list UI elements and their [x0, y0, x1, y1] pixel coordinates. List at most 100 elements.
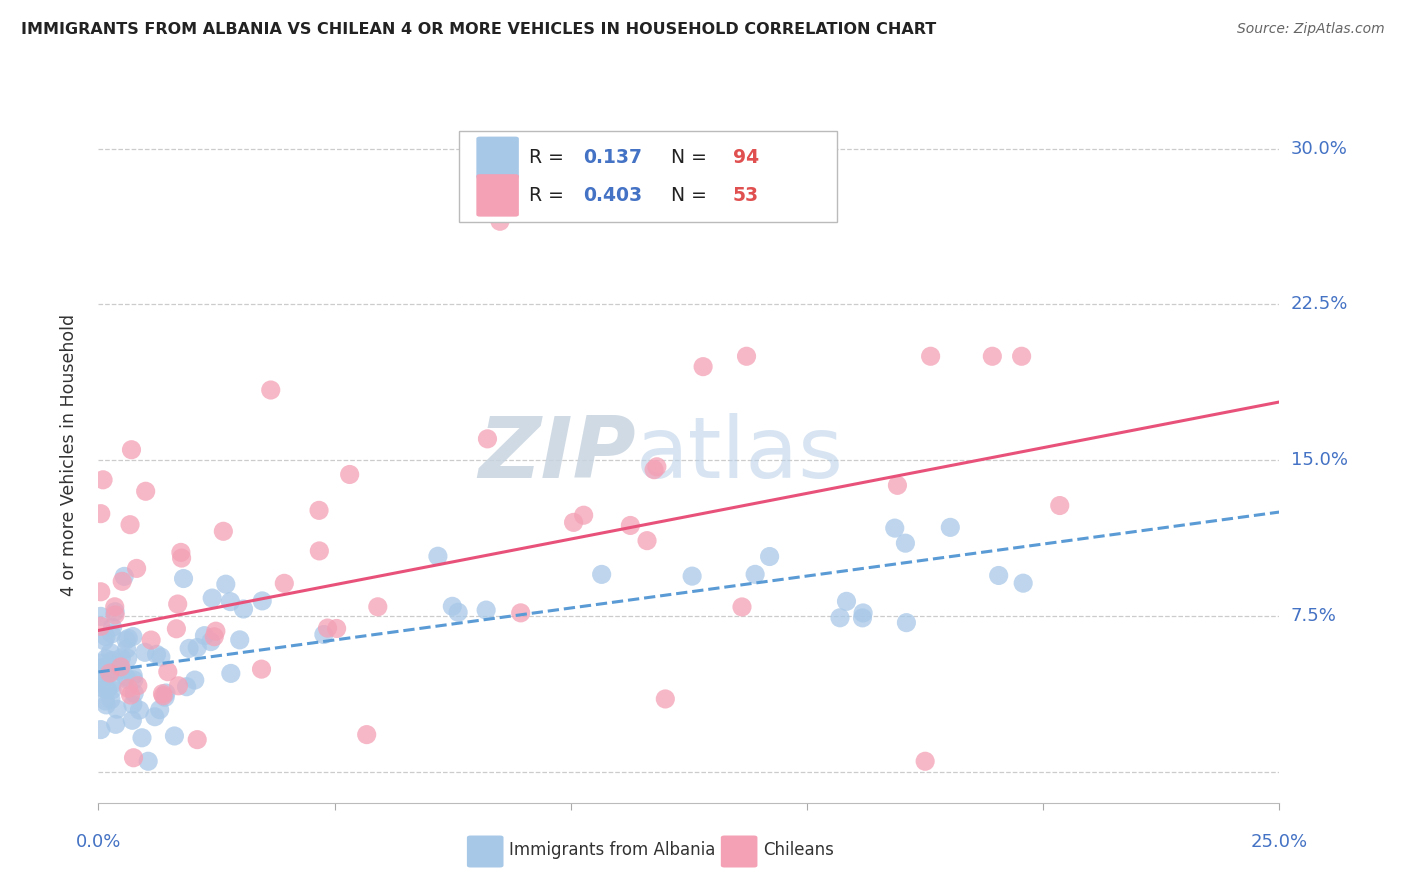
Text: Immigrants from Albania: Immigrants from Albania — [509, 841, 716, 859]
Point — [475, 603, 498, 617]
Point — [128, 703, 150, 717]
Point — [851, 611, 873, 625]
Point — [426, 549, 449, 564]
Point — [105, 702, 128, 716]
FancyBboxPatch shape — [477, 136, 519, 179]
Point — [202, 630, 225, 644]
Text: R =: R = — [530, 186, 571, 205]
Text: 0.403: 0.403 — [582, 186, 641, 205]
Point — [139, 633, 162, 648]
Point — [477, 432, 499, 446]
Point — [90, 681, 112, 695]
Text: Source: ZipAtlas.com: Source: ZipAtlas.com — [1237, 22, 1385, 37]
Point — [91, 667, 114, 681]
Point — [100, 678, 122, 692]
Point — [90, 619, 112, 633]
Text: N =: N = — [659, 186, 713, 205]
Point — [96, 682, 118, 697]
Point — [122, 686, 145, 700]
Point — [170, 545, 193, 559]
Point — [94, 675, 117, 690]
Point — [441, 599, 464, 614]
Point — [90, 672, 112, 686]
Point — [562, 516, 585, 530]
Point — [572, 508, 595, 523]
Point — [117, 681, 139, 696]
Text: Chileans: Chileans — [763, 841, 834, 859]
Point — [167, 679, 190, 693]
Point — [125, 561, 148, 575]
Point — [90, 656, 112, 670]
Text: 30.0%: 30.0% — [1291, 139, 1347, 158]
Text: 25.0%: 25.0% — [1251, 833, 1308, 851]
Point — [987, 568, 1010, 582]
Point — [136, 754, 159, 768]
Point — [101, 620, 124, 634]
Point — [1011, 349, 1033, 363]
Point — [114, 670, 136, 684]
Point — [90, 661, 112, 675]
Point — [692, 359, 714, 374]
Point — [94, 694, 117, 708]
Point — [104, 717, 127, 731]
Point — [90, 584, 112, 599]
Point — [250, 662, 273, 676]
Point — [1012, 576, 1035, 591]
Text: 7.5%: 7.5% — [1291, 607, 1337, 625]
Point — [212, 524, 235, 539]
Point — [643, 463, 665, 477]
Point — [93, 676, 115, 690]
Point — [835, 594, 858, 608]
Text: R =: R = — [530, 148, 571, 168]
Point — [118, 517, 141, 532]
Point — [828, 611, 851, 625]
Text: 0.137: 0.137 — [582, 148, 641, 168]
FancyBboxPatch shape — [477, 174, 519, 217]
Point — [121, 698, 143, 712]
Point — [127, 679, 149, 693]
Text: atlas: atlas — [636, 413, 844, 497]
Text: ZIP: ZIP — [478, 413, 636, 497]
Point — [98, 666, 121, 681]
Point — [122, 751, 145, 765]
Point — [117, 651, 139, 665]
FancyBboxPatch shape — [458, 131, 837, 222]
Point — [105, 664, 128, 678]
Point — [205, 624, 228, 639]
Point — [852, 606, 875, 620]
Text: IMMIGRANTS FROM ALBANIA VS CHILEAN 4 OR MORE VEHICLES IN HOUSEHOLD CORRELATION C: IMMIGRANTS FROM ALBANIA VS CHILEAN 4 OR … — [21, 22, 936, 37]
Text: 94: 94 — [733, 148, 759, 168]
Point — [152, 689, 174, 703]
Point — [135, 484, 157, 499]
Point — [312, 627, 335, 641]
Point — [120, 688, 142, 702]
Point — [619, 518, 641, 533]
Point — [170, 551, 193, 566]
Point — [149, 703, 172, 717]
Point — [156, 665, 179, 679]
Text: N =: N = — [659, 148, 713, 168]
Point — [193, 629, 215, 643]
Point — [98, 665, 121, 679]
Point — [883, 521, 905, 535]
Point — [229, 632, 252, 647]
Point — [273, 576, 295, 591]
Point — [100, 646, 122, 660]
Point — [219, 666, 242, 681]
Point — [654, 692, 676, 706]
Point — [110, 660, 132, 674]
Point — [186, 732, 208, 747]
Point — [121, 713, 143, 727]
Point — [200, 634, 222, 648]
Point — [91, 473, 114, 487]
Point — [115, 633, 138, 648]
FancyBboxPatch shape — [467, 836, 503, 868]
Point — [920, 349, 942, 363]
Point — [94, 661, 117, 675]
Point — [681, 569, 703, 583]
Point — [215, 577, 238, 591]
Point — [886, 478, 908, 492]
Point — [122, 668, 145, 682]
Point — [758, 549, 780, 564]
Point — [735, 349, 758, 363]
